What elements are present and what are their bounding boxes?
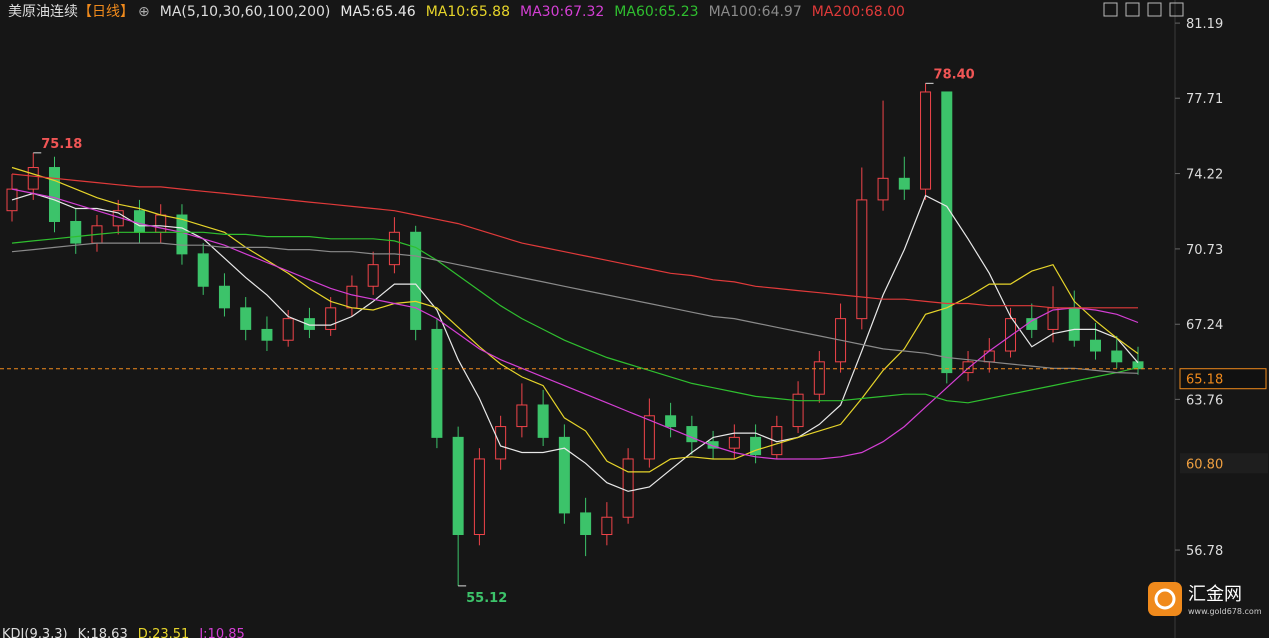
extreme-label: 75.18: [41, 137, 82, 152]
candle-body: [750, 436, 762, 456]
legend-entry: MA100:64.97: [708, 4, 802, 20]
candle-body: [601, 516, 613, 536]
d-value: D:23.51: [137, 627, 190, 638]
candle-body: [452, 436, 464, 536]
ma-line: [11, 188, 1139, 460]
logo-mark: [1154, 588, 1176, 610]
ma-line: [11, 173, 1138, 309]
ma-line: [11, 166, 1139, 473]
candle-body: [346, 285, 358, 309]
price-marker-box: [1180, 453, 1268, 474]
site: www.gold678.com: [1188, 607, 1262, 616]
period[interactable]: 【日线】: [78, 4, 134, 20]
logo-icon: [1148, 582, 1182, 616]
candle-body: [941, 91, 953, 374]
header: 美原油连续【日线】 ⊕ MA(5,10,30,60,100,200) MA5:65.4…: [8, 1, 925, 21]
candle-body: [558, 436, 570, 514]
candle-body: [70, 220, 82, 244]
legend-entry: MA200:68.00: [811, 4, 905, 20]
candle-body: [643, 415, 655, 460]
last-price-box: [1179, 368, 1267, 390]
legend-entry: MA5:65.46: [340, 4, 416, 20]
candle-body: [473, 458, 485, 536]
candle-body: [282, 318, 294, 341]
candle-body: [303, 318, 315, 330]
candle-body: [261, 328, 273, 341]
settings-icon[interactable]: ⊕: [138, 4, 150, 20]
extreme-label: 55.12: [466, 591, 507, 606]
y-tick-label: 74.22: [1186, 168, 1223, 183]
legend-entry: MA60:65.23: [614, 4, 699, 20]
tool-icon[interactable]: [1103, 2, 1118, 17]
candle-body: [410, 231, 422, 330]
extreme-label: 78.40: [934, 67, 975, 82]
candle-body: [1111, 350, 1123, 363]
candle-body: [325, 307, 337, 330]
candle-body: [792, 393, 804, 428]
candle-body: [1090, 339, 1102, 352]
j-value: J:10.85: [199, 627, 245, 638]
candle-body: [707, 441, 719, 449]
candle-body: [388, 231, 400, 266]
tool-icon[interactable]: [1147, 2, 1162, 17]
candle-body: [537, 404, 549, 438]
candle-body: [1005, 318, 1017, 352]
candle-body: [27, 167, 39, 190]
candle-body: [495, 426, 507, 460]
y-tick-label: 63.76: [1186, 393, 1223, 408]
candle-body: [983, 350, 995, 363]
tool-icon[interactable]: [1169, 2, 1184, 17]
price-marker-label: 60.80: [1186, 457, 1223, 472]
legend: MA5:65.46 MA10:65.88 MA30:67.32 MA60:65.23 M…: [340, 4, 915, 20]
ma-line: [11, 242, 1139, 374]
candle-body: [1068, 307, 1080, 341]
y-tick-label: 77.71: [1186, 92, 1223, 107]
candle-body: [197, 253, 209, 287]
candle-body: [686, 426, 698, 443]
ma-params: MA(5,10,30,60,100,200): [159, 4, 331, 20]
legend-entry: MA30:67.32: [520, 4, 605, 20]
last-price-label: 65.18: [1186, 373, 1223, 388]
candle-body: [898, 177, 910, 190]
candle-body: [367, 264, 379, 287]
tool-icon[interactable]: [1125, 2, 1140, 17]
y-tick-label: 67.24: [1186, 318, 1223, 333]
watermark: 汇金网 www.gold678.com: [1148, 582, 1262, 616]
candle-body: [48, 167, 60, 222]
toolbar[interactable]: [1103, 2, 1184, 17]
brand: 汇金网: [1188, 584, 1242, 605]
y-tick-label: 70.73: [1186, 243, 1223, 258]
candle-body: [856, 199, 868, 320]
indicator-name: KDJ(9,3,3): [2, 627, 68, 638]
candle-body: [516, 404, 528, 428]
ma-line: [11, 231, 1139, 404]
candle-body: [431, 328, 443, 438]
candle-body: [1047, 307, 1059, 330]
candle-body: [133, 210, 145, 233]
candle-body: [920, 91, 932, 190]
symbol: 美原油连续: [8, 4, 78, 20]
candle-body: [665, 415, 677, 428]
y-tick-label: 56.78: [1186, 544, 1223, 559]
k-value: K:18.63: [77, 627, 128, 638]
legend-entry: MA10:65.88: [425, 4, 510, 20]
ma-line: [11, 192, 1139, 492]
candle-body: [728, 436, 740, 449]
candle-body: [240, 307, 252, 330]
candle-body: [813, 361, 825, 395]
candle-body: [218, 285, 230, 309]
indicator-legend: KDJ(9,3,3) K:18.63 D:23.51 J:10.85: [2, 627, 255, 638]
y-tick-label: 81.19: [1186, 17, 1223, 32]
candle-body: [6, 188, 18, 212]
candle-body: [580, 512, 592, 536]
candle-body: [622, 458, 634, 518]
candle-body: [962, 361, 974, 374]
candle-body: [877, 177, 889, 201]
candle-body: [155, 214, 167, 233]
